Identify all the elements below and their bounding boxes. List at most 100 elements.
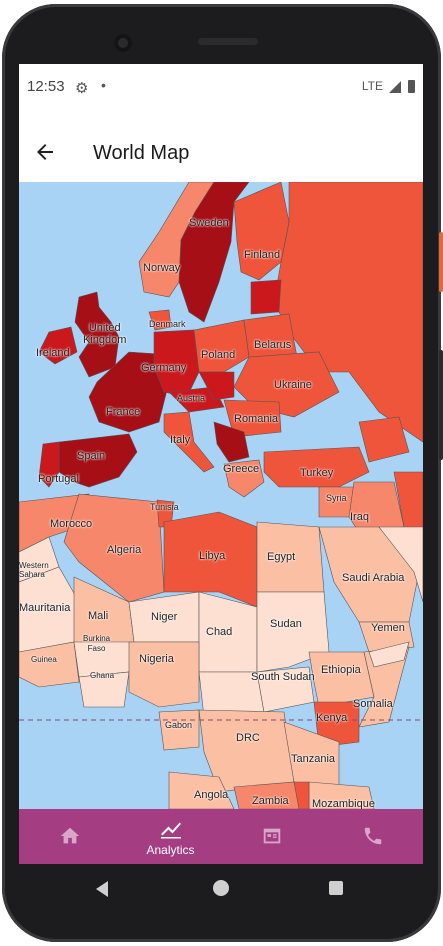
label-mali: Mali: [88, 610, 109, 622]
label-poland: Poland: [201, 349, 236, 361]
label-saudi-arabia: Saudi Arabia: [342, 572, 405, 584]
region-spain: [58, 433, 138, 488]
label-nigeria: Nigeria: [139, 653, 174, 665]
gear-icon: ⚙: [75, 80, 89, 97]
label-burkina-faso: Burkina Faso: [83, 634, 111, 653]
region-malawi: [293, 781, 310, 809]
battery-icon: [408, 80, 415, 93]
nav-phone[interactable]: [322, 809, 423, 864]
region-baltics: [250, 279, 282, 315]
label-drc: DRC: [236, 732, 260, 744]
region-iraq: [348, 481, 405, 533]
volume-button: [439, 232, 443, 292]
label-yemen: Yemen: [371, 622, 405, 634]
label-tanzania: Tanzania: [291, 753, 336, 765]
label-ireland: Ireland: [36, 347, 70, 359]
label-guinea: Guinea: [31, 655, 57, 664]
label-syria: Syria: [326, 493, 347, 503]
world-map[interactable]: Sweden Finland Norway Denmark United Kin…: [19, 182, 423, 809]
region-italy: [163, 411, 215, 473]
label-germany: Germany: [141, 362, 187, 374]
label-norway: Norway: [143, 262, 181, 274]
system-home-icon[interactable]: [213, 880, 229, 896]
label-finland: Finland: [244, 249, 281, 261]
region-nigeria: [128, 641, 200, 708]
label-chad: Chad: [206, 626, 233, 638]
status-bar: 12:53 ⚙ • LTE: [19, 64, 423, 108]
label-greece: Greece: [223, 463, 260, 475]
system-back-icon[interactable]: [96, 881, 108, 897]
label-ukraine: Ukraine: [274, 379, 312, 391]
label-spain: Spain: [77, 450, 106, 462]
region-zambia: [233, 781, 305, 809]
label-italy: Italy: [170, 434, 191, 446]
nav-home[interactable]: [19, 809, 120, 864]
signal-icon: [389, 81, 401, 93]
region-ghana: [78, 671, 130, 708]
label-niger: Niger: [151, 611, 178, 623]
network-type: LTE: [361, 79, 383, 93]
region-greece: [223, 459, 265, 498]
region-finland: [233, 182, 290, 281]
status-time: 12:53: [27, 78, 65, 95]
region-denmark: [148, 309, 172, 331]
label-angola: Angola: [194, 789, 229, 801]
region-sweden: [178, 182, 250, 323]
label-france: France: [106, 406, 141, 418]
region-caucasus: [358, 416, 410, 463]
region-kenya: [313, 701, 360, 748]
app-bar: World Map: [19, 108, 423, 182]
region-guinea: [19, 641, 80, 688]
earpiece-speaker: [198, 38, 258, 45]
analytics-icon: [160, 822, 181, 839]
label-belarus: Belarus: [254, 339, 292, 351]
region-ireland: [38, 326, 78, 365]
calendar-icon: [263, 828, 280, 844]
bottom-navigation: Analytics: [19, 809, 423, 864]
region-morocco: [19, 493, 90, 553]
region-balkans: [213, 421, 250, 463]
label-somalia: Somalia: [353, 698, 393, 710]
label-libya: Libya: [199, 550, 226, 562]
page-title: World Map: [93, 142, 190, 164]
home-icon: [60, 827, 79, 844]
nav-calendar[interactable]: [221, 809, 322, 864]
nav-analytics-label: Analytics: [146, 843, 195, 857]
label-ghana: Ghana: [90, 671, 115, 680]
region-romania: [223, 399, 282, 438]
app-screen: 12:53 ⚙ • LTE World Map: [19, 64, 423, 864]
power-button: [439, 350, 443, 460]
label-zambia: Zambia: [252, 795, 289, 807]
region-east-arabia: [378, 526, 423, 603]
label-egypt: Egypt: [267, 551, 296, 563]
label-sweden: Sweden: [189, 217, 229, 229]
label-western-sahara: Western Sahara: [19, 561, 49, 579]
region-iran: [393, 471, 423, 543]
label-tunisia: Tunisia: [150, 502, 179, 512]
label-united-kingdom: United Kingdom: [83, 322, 127, 346]
label-romania: Romania: [234, 413, 279, 425]
nav-analytics[interactable]: Analytics: [120, 809, 221, 864]
back-arrow-icon[interactable]: [33, 140, 57, 164]
label-kenya: Kenya: [316, 712, 348, 724]
system-recents-icon[interactable]: [329, 881, 343, 895]
label-denmark: Denmark: [149, 319, 186, 329]
region-portugal: [38, 441, 60, 488]
label-south-sudan: South Sudan: [251, 671, 315, 683]
region-angola: [168, 771, 235, 809]
label-algeria: Algeria: [107, 544, 142, 556]
system-navigation-bar: [0, 864, 443, 914]
label-iraq: Iraq: [350, 511, 369, 523]
label-austria: Austria: [177, 393, 206, 403]
phone-icon: [364, 827, 381, 845]
label-sudan: Sudan: [270, 618, 302, 630]
map-canvas[interactable]: [19, 182, 423, 809]
region-gabon: [158, 709, 200, 751]
region-horn-tip: [368, 641, 410, 668]
notification-dot-icon: •: [101, 77, 106, 93]
region-france: [88, 351, 170, 433]
region-central-europe: [198, 371, 235, 401]
region-poland: [193, 319, 250, 373]
label-morocco: Morocco: [50, 518, 93, 530]
